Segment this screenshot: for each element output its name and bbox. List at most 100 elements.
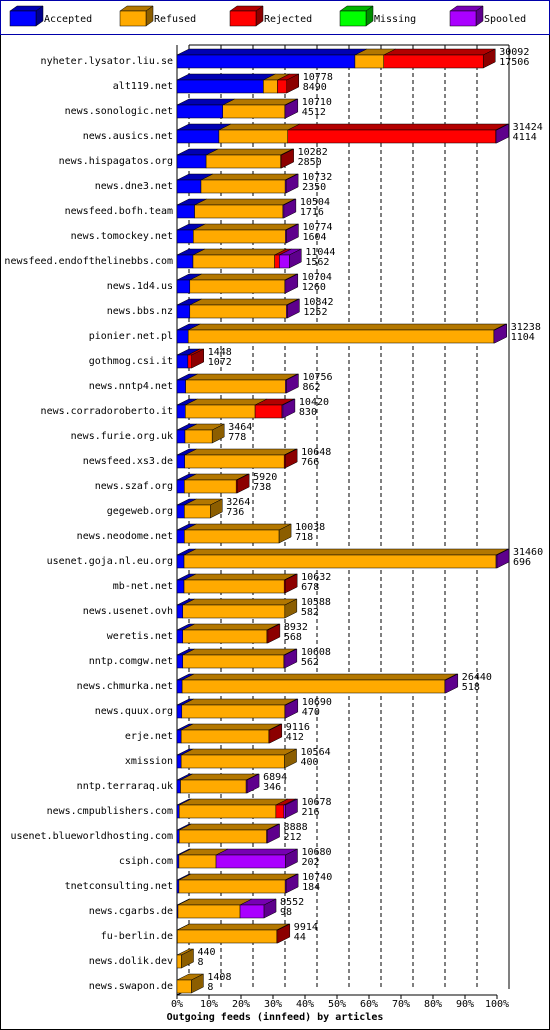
offered-label: 10504 (300, 197, 330, 208)
category-label: news.swapon.de (89, 981, 173, 992)
bar-segment (193, 229, 286, 244)
bar-segment (277, 79, 288, 94)
x-tick-label: 70% (392, 999, 410, 1010)
bar-top (179, 798, 288, 806)
x-tick-label: 10% (200, 999, 218, 1010)
accepted-label: 412 (286, 732, 304, 743)
accepted-label: 4114 (513, 132, 537, 143)
offered-label: 10608 (301, 647, 331, 658)
bar-top (182, 598, 297, 606)
accepted-label: 1716 (300, 207, 324, 218)
bar-end (496, 548, 510, 569)
bar-end (191, 973, 204, 994)
offered-label: 10704 (302, 272, 332, 283)
bar-end (285, 698, 299, 719)
bar-segment (183, 579, 285, 594)
bar-segment (287, 129, 496, 144)
bar-end (284, 748, 297, 769)
accepted-label: 98 (280, 907, 292, 918)
bar-end (286, 73, 300, 94)
accepted-label: 8490 (303, 82, 327, 93)
category-label: news.nntp4.net (89, 381, 173, 392)
bar-segment (177, 929, 278, 944)
category-label: xmission (125, 756, 173, 767)
bar-end (277, 923, 291, 944)
offered-label: 26440 (462, 672, 492, 683)
accepted-label: 1252 (303, 307, 327, 318)
category-label: news.szaf.org (95, 481, 173, 492)
offered-label: 6894 (263, 772, 287, 783)
bar-top (215, 848, 298, 856)
bar-end (445, 673, 459, 694)
bar-top (192, 248, 287, 256)
bar-top (177, 898, 253, 906)
bar-segment (181, 679, 446, 694)
category-label: news.hispagatos.org (59, 156, 173, 167)
category-label: news.tomockey.net (71, 231, 173, 242)
accepted-label: 470 (302, 707, 320, 718)
bar-segment (184, 429, 213, 444)
x-tick-label: 50% (328, 999, 346, 1010)
bar-segment (176, 379, 186, 394)
bar-segment (183, 554, 497, 569)
category-label: pionier.net.pl (89, 331, 173, 342)
bar-segment (189, 279, 286, 294)
offered-label: 31238 (511, 322, 541, 333)
bar-end (494, 323, 508, 344)
legend-swatch (9, 10, 37, 27)
bar-segment (176, 604, 184, 619)
offered-label: 10756 (302, 372, 332, 383)
accepted-label: 1072 (208, 357, 232, 368)
bar-segment (176, 229, 194, 244)
accepted-label: 1604 (302, 232, 326, 243)
bar-end (211, 423, 225, 444)
category-label: tnetconsulting.net (65, 881, 173, 892)
bar-end (210, 498, 223, 519)
accepted-label: 346 (263, 782, 281, 793)
bar-segment (176, 579, 185, 594)
bar-segment (176, 54, 356, 69)
offered-label: 10038 (295, 522, 325, 533)
category-label: news.usenet.ovh (83, 606, 173, 617)
bar-segment (177, 904, 241, 919)
category-label: news.1d4.us (107, 281, 173, 292)
legend-swatch (119, 10, 147, 27)
bar-top (287, 123, 508, 131)
bar-segment (176, 79, 264, 94)
x-tick-label: 80% (424, 999, 442, 1010)
bar-segment (180, 729, 270, 744)
offered-label: 31424 (513, 122, 543, 133)
bar-segment (176, 204, 195, 219)
offered-label: 10740 (302, 872, 332, 883)
bar-segment (192, 254, 275, 269)
offered-label: 10690 (302, 697, 332, 708)
accepted-label: 718 (295, 532, 313, 543)
bar-end (267, 623, 281, 644)
bar-top (176, 73, 276, 81)
bar-top (206, 148, 293, 156)
legend-swatch (339, 10, 367, 27)
bar-segment (239, 904, 265, 919)
bar-end (267, 823, 280, 844)
bar-top (188, 323, 506, 331)
category-label: news.dne3.net (95, 181, 173, 192)
bar-top (200, 173, 298, 181)
offered-label: 10680 (301, 847, 331, 858)
category-label: news.neodome.net (77, 531, 173, 542)
bar-end (236, 473, 250, 494)
category-label: gothmog.csi.it (89, 356, 173, 367)
bar-segment (184, 454, 285, 469)
accepted-label: 568 (284, 632, 302, 643)
offered-label: 31460 (513, 547, 543, 558)
accepted-label: 736 (226, 507, 244, 518)
accepted-label: 4512 (302, 107, 326, 118)
category-label: newsfeed.xs3.de (83, 456, 173, 467)
bar-top (184, 523, 292, 531)
accepted-label: 766 (301, 457, 319, 468)
offered-label: 1448 (208, 347, 232, 358)
category-label: nntp.terraraq.uk (77, 781, 173, 792)
bar-segment (176, 754, 182, 769)
bar-end (263, 898, 277, 919)
category-label: alt119.net (113, 81, 173, 92)
